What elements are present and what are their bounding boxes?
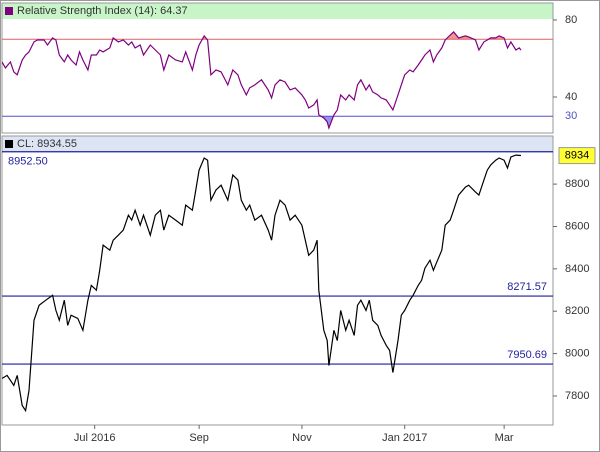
y-tick-label: 8800 bbox=[565, 178, 589, 190]
price-title: CL: 8934.55 bbox=[17, 138, 77, 150]
x-tick-label: Sep bbox=[189, 432, 209, 444]
rsi-icon bbox=[5, 7, 13, 15]
x-tick-label: Jul 2016 bbox=[74, 432, 116, 444]
last-value-box bbox=[558, 147, 596, 165]
threshold-fill-group bbox=[2, 31, 521, 40]
y-tick-label: 8400 bbox=[565, 263, 589, 275]
rsi-header-band bbox=[2, 3, 553, 19]
series-line bbox=[2, 31, 522, 130]
x-tick-label: Jan 2017 bbox=[382, 432, 427, 444]
x-tick-label: Nov bbox=[292, 432, 312, 444]
threshold-fill-group bbox=[320, 116, 334, 128]
x-tick-label: Mar bbox=[495, 432, 514, 444]
y-tick-label: 80 bbox=[565, 14, 577, 26]
reference-label: 8271.57 bbox=[507, 281, 547, 293]
y-tick-label: 8600 bbox=[565, 220, 589, 232]
rsi-title: Relative Strength Index (14): 64.37 bbox=[17, 5, 188, 17]
reference-label: 8952.50 bbox=[8, 156, 48, 168]
y-tick-label: 8000 bbox=[565, 348, 589, 360]
rsi-frame bbox=[1, 2, 554, 134]
reference-label: 30 bbox=[565, 110, 577, 122]
last-value-label: 8934 bbox=[565, 149, 589, 161]
series-line bbox=[2, 154, 522, 413]
price-icon bbox=[5, 140, 13, 148]
y-tick-label: 7800 bbox=[565, 390, 589, 402]
threshold-fill bbox=[320, 116, 334, 128]
y-tick-label: 8200 bbox=[565, 305, 589, 317]
price-frame bbox=[1, 135, 554, 426]
reference-label: 7950.69 bbox=[507, 349, 547, 361]
y-tick-label: 40 bbox=[565, 91, 577, 103]
price-header-band bbox=[2, 136, 553, 152]
threshold-fill bbox=[2, 31, 521, 40]
